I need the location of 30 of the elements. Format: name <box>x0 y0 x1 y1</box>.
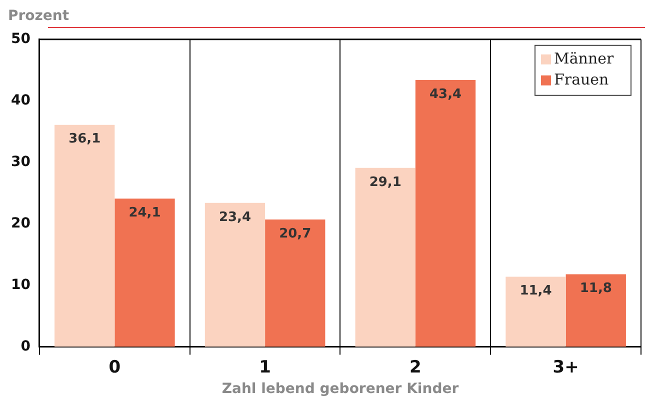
data-label: 11,8 <box>580 281 612 296</box>
y-tick-label: 20 <box>11 215 31 232</box>
legend-label: Frauen <box>554 70 610 88</box>
bar <box>204 202 266 347</box>
bar <box>54 124 115 347</box>
y-tick-label: 30 <box>11 154 31 170</box>
bar <box>355 168 416 347</box>
data-label: 20,7 <box>279 226 312 242</box>
data-label: 11,4 <box>520 284 552 299</box>
data-label: 43,4 <box>429 86 462 102</box>
x-tick-label: 2 <box>410 357 422 378</box>
bar <box>114 198 175 347</box>
y-tick-label: 50 <box>11 31 31 48</box>
x-tick-label: 1 <box>259 357 271 378</box>
bar <box>566 274 626 347</box>
x-tick-label: 3+ <box>552 357 579 378</box>
x-tick-label: 0 <box>108 357 121 378</box>
y-axis-title: Prozent <box>8 8 70 26</box>
y-tick-label: 0 <box>20 338 31 354</box>
y-tick-label: 10 <box>11 276 31 293</box>
data-label: 24,1 <box>128 206 161 221</box>
legend-label: Männer <box>554 49 614 68</box>
x-axis-title: Zahl lebend geborener Kinder <box>222 381 459 398</box>
data-label: 23,4 <box>218 210 252 225</box>
bar <box>265 220 326 347</box>
data-label: 29,1 <box>369 174 402 190</box>
bar <box>415 80 476 347</box>
data-label: 36,1 <box>68 132 101 147</box>
bar <box>506 276 566 347</box>
y-tick-label: 40 <box>11 92 31 109</box>
